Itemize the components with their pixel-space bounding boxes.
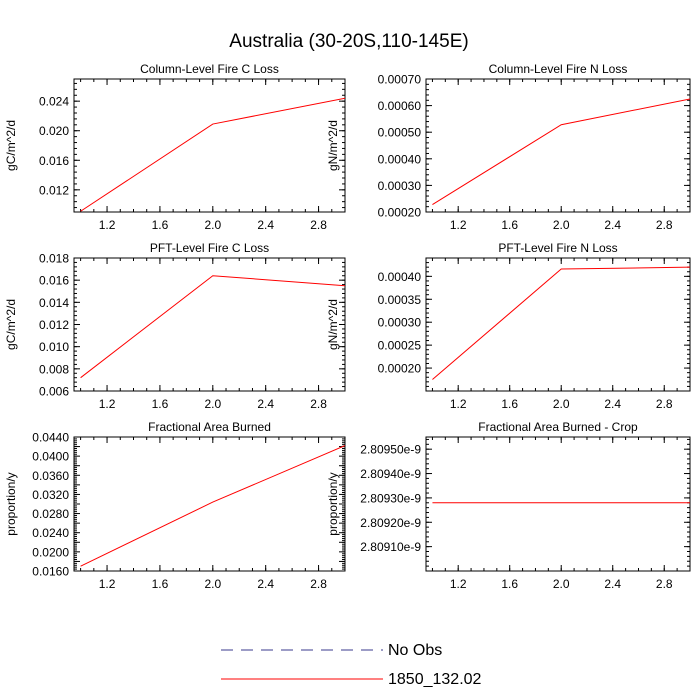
plot-frame [425,78,691,213]
x-tick-label: 2.0 [204,218,221,232]
panel-3: PFT-Level Fire C Loss 1.2 1.6 2.0 2.4 2.8 0.00… [4,241,346,411]
y-tick-label: 0.00020 [378,206,422,220]
x-tick-label: 1.6 [501,218,518,232]
y-tick-label: 0.00070 [378,73,422,87]
x-tick-label: 2.4 [257,577,274,591]
x-tick-label: 2.4 [604,577,621,591]
x-tick-label: 2.4 [257,218,274,232]
y-axis-label: gN/m^2/d [326,299,340,350]
x-tick-label: 2.0 [553,397,570,411]
panel-1: Column-Level Fire C Loss 1.2 1.6 2.0 2.4 2.8 0… [4,62,346,232]
y-axis-label: proportion/y [4,472,18,535]
series-line [432,266,690,380]
y-tick-label: 0.008 [39,362,69,376]
x-tick-label: 2.0 [553,577,570,591]
y-tick-label: 0.020 [39,124,69,138]
y-tick-label: 0.00025 [378,339,422,353]
y-tick-label: 0.00030 [378,316,422,330]
plot-frame [425,257,691,392]
x-tick-label: 2.4 [604,218,621,232]
panel-title: Fractional Area Burned [148,420,271,434]
y-axis-label: proportion/y [326,472,340,535]
series-line [80,97,345,212]
y-tick-label: 0.014 [39,296,69,310]
panel-4: PFT-Level Fire N Loss 1.2 1.6 2.0 2.4 2.8 0.00… [326,241,691,411]
y-tick-label: 2.80920e-9 [360,516,421,530]
y-tick-label: 2.80940e-9 [360,467,421,481]
x-tick-label: 1.2 [450,397,467,411]
x-tick-label: 1.6 [501,577,518,591]
y-tick-label: 0.012 [39,183,69,197]
y-tick-label: 0.016 [39,154,69,168]
plot-frame [425,436,691,572]
series-line [80,275,345,379]
y-tick-label: 0.0200 [32,545,69,559]
y-tick-label: 0.0160 [32,565,69,579]
y-tick-label: 0.00030 [378,179,422,193]
x-tick-label: 2.8 [656,218,673,232]
series-line [80,445,345,567]
y-axis-label: gC/m^2/d [4,120,18,171]
y-tick-label: 0.006 [39,385,69,399]
y-axis-label: gN/m^2/d [326,120,340,171]
y-axis-label: gC/m^2/d [4,299,18,350]
y-tick-label: 0.012 [39,318,69,332]
x-tick-label: 2.0 [204,397,221,411]
y-tick-label: 0.0240 [32,526,69,540]
x-tick-label: 2.4 [604,397,621,411]
panel-title: Column-Level Fire C Loss [140,62,279,76]
panel-title: Fractional Area Burned - Crop [478,420,638,434]
x-tick-label: 1.6 [152,397,169,411]
y-tick-label: 0.024 [39,95,69,109]
panel-title: Column-Level Fire N Loss [489,62,628,76]
y-tick-label: 0.0400 [32,450,69,464]
plot-frame [73,78,346,213]
x-tick-label: 1.2 [450,218,467,232]
panel-2: Column-Level Fire N Loss 1.2 1.6 2.0 2.4 2.8 0… [326,62,691,232]
y-tick-label: 0.0360 [32,469,69,483]
y-tick-label: 0.00035 [378,293,422,307]
series-line [432,98,690,205]
y-tick-label: 0.0280 [32,507,69,521]
x-tick-label: 2.4 [257,397,274,411]
legend-label: No Obs [388,642,442,659]
figure-title: Australia (30-20S,110-145E) [229,31,468,52]
panel-title: PFT-Level Fire C Loss [150,241,269,255]
x-tick-label: 2.0 [204,577,221,591]
y-tick-label: 0.010 [39,340,69,354]
legend: No Obs 1850_132.02 [221,642,482,688]
y-tick-label: 2.80950e-9 [360,443,421,457]
x-tick-label: 1.6 [501,397,518,411]
x-tick-label: 2.8 [656,397,673,411]
legend-label: 1850_132.02 [388,671,482,688]
x-tick-label: 2.8 [656,577,673,591]
y-tick-label: 0.00040 [378,152,422,166]
panel-title: PFT-Level Fire N Loss [498,241,617,255]
x-tick-label: 2.0 [553,218,570,232]
y-tick-label: 0.00060 [378,99,422,113]
panel-6: Fractional Area Burned - Crop 1.2 1.6 2.0 2.… [326,420,691,591]
x-tick-label: 1.2 [450,577,467,591]
x-tick-label: 1.2 [99,397,116,411]
y-tick-label: 0.00050 [378,126,422,140]
x-tick-label: 1.2 [99,577,116,591]
y-tick-label: 0.00040 [378,270,422,284]
y-tick-label: 0.00020 [378,362,422,376]
x-tick-label: 1.2 [99,218,116,232]
y-tick-label: 0.0320 [32,488,69,502]
y-tick-label: 0.018 [39,252,69,266]
y-tick-label: 0.0440 [32,431,69,445]
x-tick-label: 2.8 [310,218,327,232]
panel-5: Fractional Area Burned 1.2 1.6 2.0 2.4 2.8 0.0… [4,420,346,591]
y-tick-label: 0.016 [39,274,69,288]
x-tick-label: 2.8 [310,397,327,411]
x-tick-label: 2.8 [310,577,327,591]
y-tick-label: 2.80930e-9 [360,491,421,505]
y-tick-label: 2.80910e-9 [360,540,421,554]
x-tick-label: 1.6 [152,218,169,232]
x-tick-label: 1.6 [152,577,169,591]
